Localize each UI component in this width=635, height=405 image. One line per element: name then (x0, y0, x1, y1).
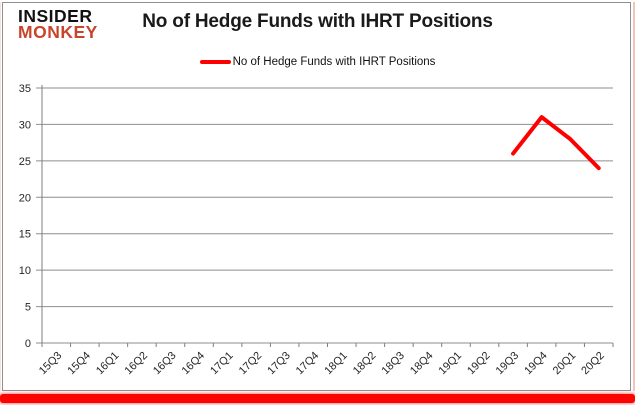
svg-text:10: 10 (19, 265, 31, 277)
svg-text:16Q4: 16Q4 (180, 350, 208, 378)
chart-title: No of Hedge Funds with IHRT Positions (142, 11, 493, 32)
svg-text:18Q1: 18Q1 (322, 350, 350, 378)
svg-text:25: 25 (19, 156, 31, 168)
legend-label: No of Hedge Funds with IHRT Positions (232, 56, 436, 68)
svg-text:18Q4: 18Q4 (408, 350, 436, 378)
svg-text:18Q2: 18Q2 (351, 350, 379, 378)
svg-text:20Q1: 20Q1 (551, 350, 579, 378)
svg-text:20: 20 (19, 192, 31, 204)
logo-line-insider: INSIDER (18, 6, 93, 26)
left-edge-glow (0, 2, 1, 391)
frame-border (2, 2, 631, 391)
right-edge-glow (633, 2, 635, 391)
svg-text:19Q4: 19Q4 (522, 350, 550, 378)
svg-text:17Q4: 17Q4 (294, 350, 322, 378)
svg-text:15Q3: 15Q3 (37, 350, 65, 378)
svg-text:16Q2: 16Q2 (123, 350, 151, 378)
insider-monkey-logo: INSIDER MONKEY (18, 6, 98, 43)
logo-line-monkey: MONKEY (18, 22, 98, 43)
svg-text:15Q4: 15Q4 (65, 350, 93, 378)
bottom-red-bar (0, 394, 635, 403)
svg-text:15: 15 (19, 229, 31, 241)
svg-text:18Q3: 18Q3 (379, 350, 407, 378)
svg-text:19Q3: 19Q3 (494, 350, 522, 378)
svg-text:20Q2: 20Q2 (579, 350, 607, 378)
svg-text:0: 0 (25, 338, 31, 350)
svg-text:17Q3: 17Q3 (265, 350, 293, 378)
svg-text:16Q3: 16Q3 (151, 350, 179, 378)
legend-line-swatch (199, 60, 231, 64)
svg-text:35: 35 (19, 83, 31, 95)
svg-text:17Q1: 17Q1 (208, 350, 236, 378)
svg-text:30: 30 (19, 119, 31, 131)
svg-text:17Q2: 17Q2 (237, 350, 265, 378)
svg-text:19Q1: 19Q1 (437, 350, 465, 378)
svg-text:19Q2: 19Q2 (465, 350, 493, 378)
svg-text:5: 5 (25, 302, 31, 314)
svg-text:16Q1: 16Q1 (94, 350, 122, 378)
legend: No of Hedge Funds with IHRT Positions (0, 56, 635, 68)
